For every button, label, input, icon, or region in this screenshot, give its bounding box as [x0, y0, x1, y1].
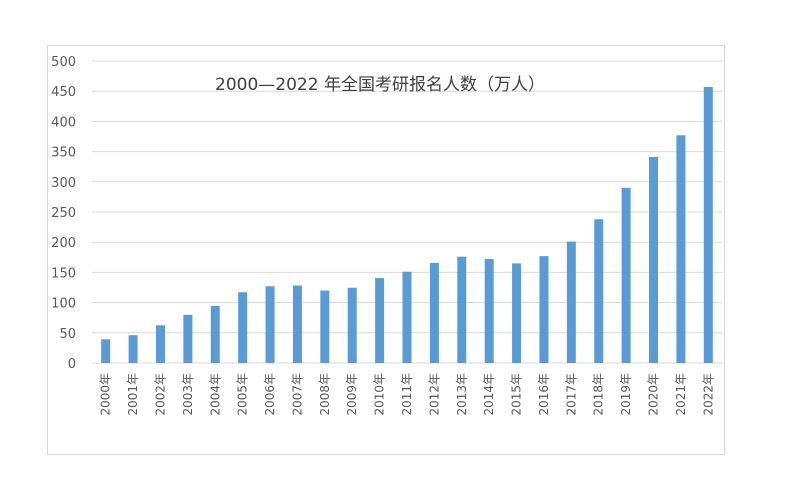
x-tick-label: 2002年	[153, 373, 167, 416]
y-tick-label: 100	[51, 297, 76, 312]
x-tick-label: 2019年	[619, 373, 633, 416]
bar-2004年	[210, 305, 220, 363]
x-tick-label: 2013年	[455, 373, 469, 416]
bar-2018年	[594, 219, 604, 363]
bar-2013年	[457, 256, 467, 363]
x-tick-label: 2011年	[400, 373, 414, 416]
bar-2011年	[402, 271, 412, 363]
x-tick-label: 2018年	[592, 373, 606, 416]
x-tick-label: 2008年	[318, 373, 332, 416]
bar-2012年	[429, 262, 439, 363]
bar-2009年	[347, 287, 357, 363]
bar-2000年	[101, 339, 111, 363]
x-tick-label: 2005年	[236, 373, 250, 416]
y-tick-label: 500	[51, 55, 76, 70]
bar-2020年	[649, 157, 659, 363]
y-tick-label: 200	[51, 236, 76, 251]
x-tick-label: 2009年	[345, 373, 359, 416]
bar-2019年	[621, 187, 631, 363]
x-tick-label: 2001年	[126, 373, 140, 416]
bar-2014年	[484, 259, 494, 363]
bar-2022年	[703, 86, 713, 364]
bar-2006年	[265, 286, 275, 363]
y-tick-label: 150	[51, 266, 76, 281]
bar-2008年	[320, 290, 330, 363]
bar-2021年	[676, 135, 686, 363]
y-tick-label: 350	[51, 146, 76, 161]
x-tick-label: 2012年	[427, 373, 441, 416]
bar-2001年	[128, 335, 138, 363]
x-tick-label: 2010年	[373, 373, 387, 416]
x-tick-label: 2004年	[208, 373, 222, 416]
y-tick-label: 450	[51, 85, 76, 100]
y-tick-label: 300	[51, 176, 76, 191]
x-tick-label: 2017年	[564, 373, 578, 416]
bar-2007年	[292, 285, 302, 363]
x-tick-label: 2007年	[290, 373, 304, 416]
x-tick-label: 2016年	[537, 373, 551, 416]
x-tick-label: 2020年	[647, 373, 661, 416]
x-tick-label: 2000年	[99, 373, 113, 416]
x-tick-label: 2003年	[181, 373, 195, 416]
y-tick-label: 400	[51, 115, 76, 130]
x-tick-label: 2021年	[674, 373, 688, 416]
x-tick-label: 2015年	[510, 373, 524, 416]
bar-2002年	[155, 325, 165, 363]
y-tick-label: 50	[59, 327, 76, 342]
x-tick-label: 2014年	[482, 373, 496, 416]
y-tick-label: 250	[51, 206, 76, 221]
chart-title: 2000—2022 年全国考研报名人数（万人）	[215, 75, 545, 95]
bar-2005年	[238, 292, 248, 363]
y-tick-label: 0	[68, 357, 76, 372]
bar-2003年	[183, 314, 193, 363]
bar-2010年	[375, 278, 385, 363]
x-tick-label: 2022年	[701, 373, 715, 416]
bar-2015年	[512, 263, 522, 363]
x-tick-label: 2006年	[263, 373, 277, 416]
bar-2016年	[539, 256, 549, 363]
chart-frame	[47, 45, 725, 455]
bar-2017年	[566, 241, 576, 363]
